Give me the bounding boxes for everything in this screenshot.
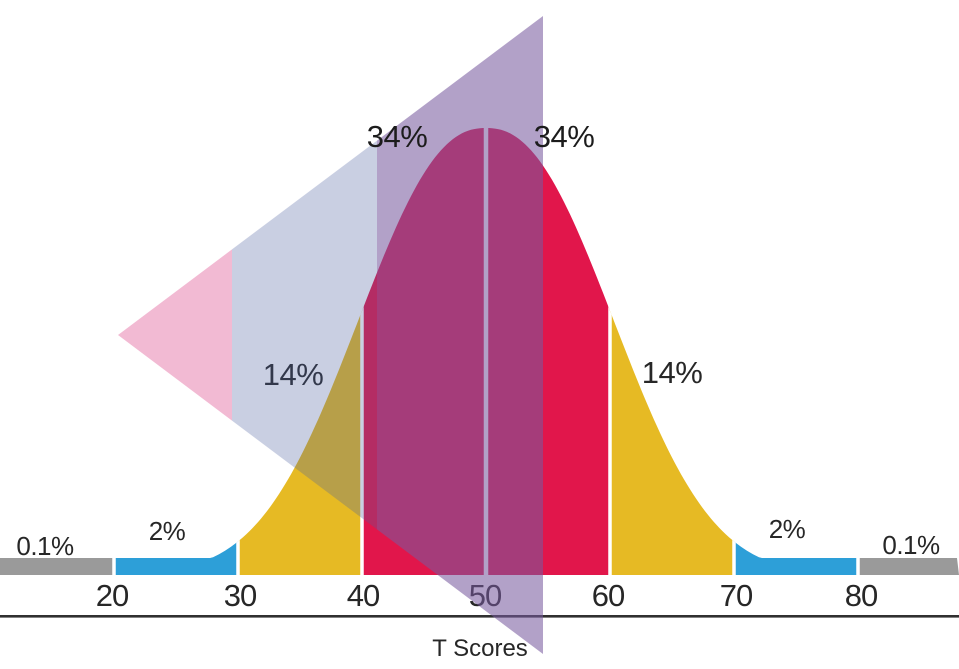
segment-area-7 — [858, 128, 959, 575]
pct-label-left-34: 34% — [367, 119, 428, 154]
pct-label-right-0.1: 0.1% — [882, 530, 940, 560]
segment-area-5 — [610, 128, 734, 575]
watermark-band-1 — [118, 249, 232, 421]
watermark-band-2 — [232, 140, 377, 530]
x-axis-title: T Scores — [432, 635, 528, 662]
watermark-band-3 — [377, 16, 543, 654]
segment-separator-7 — [856, 128, 860, 575]
tick-60: 60 — [592, 578, 625, 613]
segment-separator-5 — [608, 128, 612, 575]
tick-30: 30 — [224, 578, 257, 613]
tick-40: 40 — [347, 578, 380, 613]
triangle-watermark-overlay — [118, 16, 543, 654]
pct-label-left-0.1: 0.1% — [16, 531, 74, 561]
tick-80: 80 — [845, 578, 878, 613]
segment-separator-3 — [360, 128, 364, 575]
pct-label-right-2: 2% — [769, 514, 806, 544]
segment-percent-labels: 0.1% 2% 14% 14% 2% 0.1% — [16, 355, 940, 561]
segment-separator-1 — [112, 128, 116, 575]
pct-label-right-34: 34% — [534, 119, 595, 154]
segment-area-0 — [0, 128, 114, 575]
pct-label-right-14: 14% — [642, 355, 703, 390]
tick-70: 70 — [720, 578, 753, 613]
tick-20: 20 — [96, 578, 129, 613]
segment-percent-labels-front: 34% 34% — [367, 119, 595, 154]
pct-label-left-14: 14% — [263, 357, 324, 392]
x-axis-line — [0, 615, 959, 618]
segment-area-6 — [734, 128, 858, 575]
segment-separator-6 — [732, 128, 736, 575]
pct-label-left-2: 2% — [149, 516, 186, 546]
